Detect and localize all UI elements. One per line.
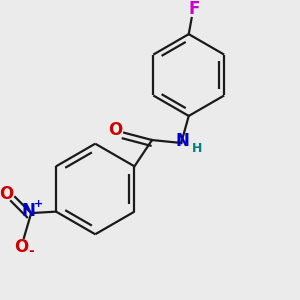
Text: -: - bbox=[28, 244, 34, 258]
Text: F: F bbox=[189, 0, 200, 18]
Text: O: O bbox=[0, 185, 14, 203]
Text: O: O bbox=[14, 238, 28, 256]
Text: N: N bbox=[175, 132, 189, 150]
Text: H: H bbox=[192, 142, 202, 155]
Text: +: + bbox=[34, 199, 43, 209]
Text: N: N bbox=[22, 202, 36, 220]
Text: O: O bbox=[108, 122, 123, 140]
